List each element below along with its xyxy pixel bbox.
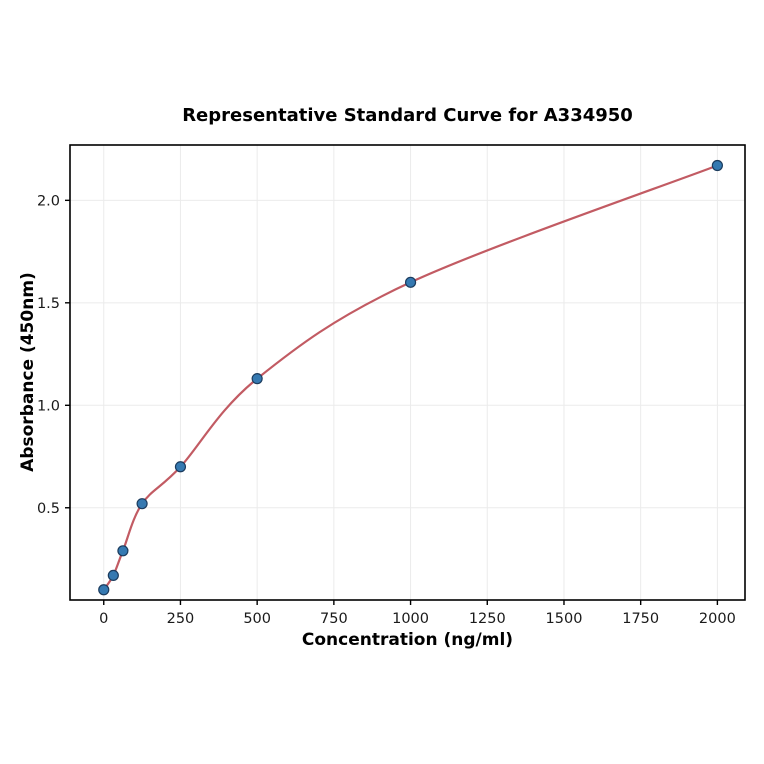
chart-title: Representative Standard Curve for A33495… bbox=[182, 105, 633, 126]
data-point bbox=[117, 545, 129, 557]
y-axis-label: Absorbance (450nm) bbox=[18, 272, 38, 472]
fitted-curve bbox=[102, 164, 718, 591]
x-tick-label: 1500 bbox=[546, 611, 583, 627]
y-tick-label: 0.5 bbox=[37, 501, 60, 517]
x-tick-label: 750 bbox=[320, 611, 348, 627]
x-tick-label: 1250 bbox=[469, 611, 506, 627]
x-axis-label: Concentration (ng/ml) bbox=[301, 630, 514, 650]
data-point bbox=[404, 276, 417, 288]
x-tick-label: 500 bbox=[243, 611, 271, 627]
data-point bbox=[107, 569, 119, 582]
x-tick-label: 250 bbox=[167, 611, 195, 627]
data-point bbox=[251, 373, 263, 385]
data-point bbox=[98, 584, 110, 596]
data-point bbox=[136, 498, 148, 510]
data-point bbox=[174, 461, 187, 473]
x-tick-label: 1750 bbox=[622, 611, 659, 627]
data-point bbox=[711, 159, 723, 172]
y-tick-label: 2.0 bbox=[37, 193, 60, 209]
x-tick-label: 0 bbox=[99, 611, 108, 627]
y-tick-label: 1.5 bbox=[37, 296, 60, 312]
x-tick-label: 1000 bbox=[392, 611, 429, 627]
plot-frame bbox=[69, 144, 746, 601]
y-tick-label: 1.0 bbox=[37, 398, 60, 414]
x-tick-label: 2000 bbox=[699, 611, 736, 627]
